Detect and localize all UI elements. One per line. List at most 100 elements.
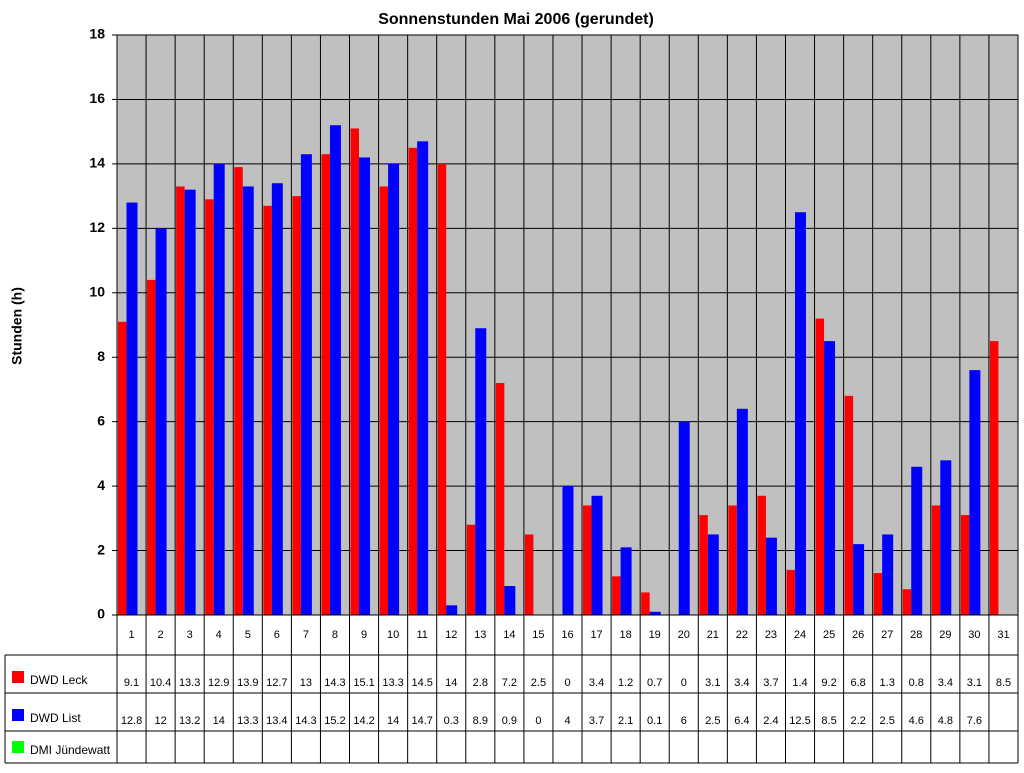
x-tick-label: 18 xyxy=(620,629,632,641)
bar xyxy=(815,318,825,615)
table-value: 14 xyxy=(213,715,225,727)
table-value: 15.2 xyxy=(324,715,345,727)
legend-swatch xyxy=(12,709,24,721)
table-value: 3.4 xyxy=(589,677,604,689)
bar xyxy=(641,592,650,615)
bar xyxy=(417,141,429,616)
table-value: 3.1 xyxy=(705,677,720,689)
bar xyxy=(126,202,138,616)
x-tick-label: 7 xyxy=(303,629,309,641)
bar xyxy=(504,586,516,615)
x-tick-label: 20 xyxy=(678,629,690,641)
y-tick-label: 12 xyxy=(89,219,105,235)
x-tick-label: 5 xyxy=(245,629,251,641)
table-value: 8.5 xyxy=(821,715,836,727)
x-tick-label: 9 xyxy=(361,629,367,641)
bar xyxy=(824,341,836,615)
table-value: 10.4 xyxy=(150,677,171,689)
bar xyxy=(765,537,777,615)
x-tick-label: 25 xyxy=(823,629,835,641)
bar xyxy=(940,460,952,615)
table-value: 0 xyxy=(564,677,570,689)
table-value: 3.7 xyxy=(589,715,604,727)
x-tick-label: 21 xyxy=(707,629,719,641)
table-value: 7.6 xyxy=(967,715,982,727)
table-value: 3.7 xyxy=(763,677,778,689)
bar xyxy=(612,576,621,615)
table-value: 9.1 xyxy=(124,677,139,689)
table-value: 13 xyxy=(300,677,312,689)
bar xyxy=(292,196,301,615)
table-value: 14 xyxy=(445,677,457,689)
table-value: 3.4 xyxy=(938,677,953,689)
table-value: 8.9 xyxy=(473,715,488,727)
table-value: 14 xyxy=(387,715,399,727)
bar xyxy=(466,524,476,615)
x-tick-label: 27 xyxy=(881,629,893,641)
bar xyxy=(184,189,196,615)
bar xyxy=(736,408,748,615)
bar xyxy=(678,421,690,615)
table-value: 1.2 xyxy=(618,677,633,689)
x-tick-label: 1 xyxy=(128,629,134,641)
x-tick-label: 10 xyxy=(387,629,399,641)
legend-label: DMI Jündewatt xyxy=(30,743,111,757)
bar xyxy=(300,154,312,615)
table-value: 0.3 xyxy=(444,715,459,727)
table-value: 0.9 xyxy=(502,715,517,727)
bar xyxy=(911,466,923,615)
table-value: 3.4 xyxy=(734,677,749,689)
table-value: 2.5 xyxy=(531,677,546,689)
legend-swatch xyxy=(12,741,24,753)
x-tick-label: 22 xyxy=(736,629,748,641)
table-value: 12.8 xyxy=(121,715,142,727)
x-tick-label: 15 xyxy=(532,629,544,641)
table-value: 1.3 xyxy=(880,677,895,689)
table-value: 0.7 xyxy=(647,677,662,689)
bar xyxy=(242,186,254,615)
legend-swatch xyxy=(12,671,24,683)
bar xyxy=(707,534,719,615)
bar xyxy=(902,589,912,615)
table-value: 6.8 xyxy=(850,677,865,689)
table-value: 8.5 xyxy=(996,677,1011,689)
bar xyxy=(495,383,505,615)
bar xyxy=(620,547,632,615)
legend-label: DWD Leck xyxy=(30,673,88,687)
bar xyxy=(475,328,487,615)
x-tick-label: 12 xyxy=(445,629,457,641)
table-value: 7.2 xyxy=(502,677,517,689)
x-tick-label: 13 xyxy=(474,629,486,641)
bar xyxy=(853,544,865,615)
bar xyxy=(359,157,371,615)
bar xyxy=(234,167,243,615)
bar xyxy=(591,495,603,615)
bar xyxy=(446,605,458,615)
table-value: 12.9 xyxy=(208,677,229,689)
y-tick-label: 2 xyxy=(97,541,105,557)
x-tick-label: 24 xyxy=(794,629,806,641)
y-tick-label: 14 xyxy=(89,155,105,171)
y-tick-label: 8 xyxy=(97,348,105,364)
bar xyxy=(562,486,574,615)
x-tick-label: 6 xyxy=(274,629,280,641)
table-value: 13.3 xyxy=(179,677,200,689)
table-value: 2.1 xyxy=(618,715,633,727)
x-tick-label: 31 xyxy=(997,629,1009,641)
table-value: 14.3 xyxy=(295,715,316,727)
x-tick-label: 14 xyxy=(503,629,515,641)
table-value: 2.5 xyxy=(880,715,895,727)
table-value: 4.8 xyxy=(938,715,953,727)
table-value: 6 xyxy=(681,715,687,727)
bar xyxy=(329,125,341,615)
table-value: 13.3 xyxy=(237,715,258,727)
bar xyxy=(786,569,795,615)
bar xyxy=(147,279,156,615)
bar xyxy=(524,534,534,615)
table-value: 2.4 xyxy=(763,715,778,727)
table-value: 12 xyxy=(154,715,166,727)
table-value: 4 xyxy=(564,715,570,727)
bar xyxy=(437,163,447,615)
table-value: 1.4 xyxy=(792,677,807,689)
